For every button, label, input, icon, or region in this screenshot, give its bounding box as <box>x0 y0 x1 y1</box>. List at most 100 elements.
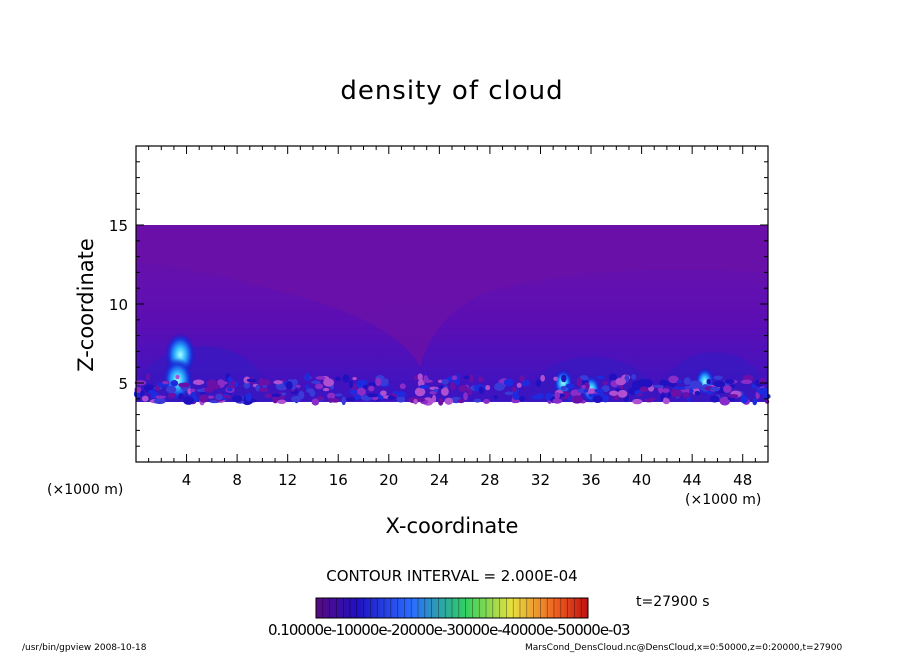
noise-blob <box>432 394 437 403</box>
noise-blob <box>271 393 282 398</box>
noise-blob <box>594 389 605 394</box>
noise-blob <box>281 392 287 396</box>
noise-blob <box>314 383 324 390</box>
noise-blob <box>519 396 526 402</box>
noise-blob <box>478 386 485 394</box>
noise-blob <box>311 380 321 384</box>
noise-blob <box>463 375 470 380</box>
noise-blob <box>417 373 423 381</box>
noise-blob <box>399 383 406 390</box>
noise-blob <box>682 391 690 399</box>
noise-blob <box>192 379 205 385</box>
x-tick-label: 20 <box>379 471 398 489</box>
noise-blob <box>504 391 514 396</box>
cloud-base-noise <box>133 372 771 406</box>
noise-blob <box>483 398 490 404</box>
noise-blob <box>553 376 559 381</box>
noise-blob <box>245 392 252 402</box>
noise-blob <box>731 384 736 388</box>
noise-blob <box>352 376 357 381</box>
colorbar-tick-labels: 0.10000e-10000e-20000e-30000e-40000e-500… <box>268 621 631 639</box>
noise-blob <box>713 375 723 380</box>
noise-blob <box>670 388 683 398</box>
y-tick-label: 15 <box>109 217 128 235</box>
noise-blob <box>618 384 624 390</box>
noise-blob <box>341 396 346 406</box>
noise-blob <box>418 384 430 389</box>
noise-blob <box>637 393 643 397</box>
noise-blob <box>668 375 679 384</box>
noise-blob <box>175 374 180 380</box>
noise-blob <box>608 373 617 381</box>
noise-blob <box>469 374 474 383</box>
noise-blob <box>215 393 223 401</box>
noise-blob <box>353 393 361 401</box>
x-tick-label: 16 <box>329 471 348 489</box>
noise-blob <box>368 385 375 392</box>
noise-blob <box>493 395 498 400</box>
noise-blob <box>167 392 176 399</box>
noise-blob <box>615 377 627 386</box>
noise-blob <box>295 384 301 388</box>
noise-blob <box>511 386 517 393</box>
x-tick-label: 12 <box>278 471 297 489</box>
noise-blob <box>438 397 444 406</box>
noise-blob <box>413 398 418 405</box>
x-axis-unit-right: (×1000 m) <box>685 492 762 508</box>
noise-blob <box>609 390 619 396</box>
noise-blob <box>311 398 320 406</box>
noise-blob <box>414 387 426 397</box>
chart-title: density of cloud <box>340 76 564 106</box>
noise-blob <box>587 389 595 394</box>
noise-blob <box>348 380 354 389</box>
noise-blob <box>230 380 236 386</box>
noise-blob <box>709 395 720 403</box>
y-axis-label: Z-coordinate <box>74 238 98 372</box>
noise-blob <box>366 393 379 398</box>
noise-blob <box>346 397 356 402</box>
noise-blob <box>327 392 336 400</box>
noise-blob <box>719 396 731 406</box>
noise-blob <box>348 389 358 395</box>
noise-blob <box>290 395 302 403</box>
noise-blob <box>438 385 444 389</box>
noise-blob <box>330 398 340 403</box>
noise-blob <box>183 396 195 405</box>
noise-blob <box>667 392 672 398</box>
noise-blob <box>285 381 293 390</box>
noise-blob <box>423 375 428 382</box>
noise-blob <box>752 398 758 406</box>
noise-blob <box>663 397 668 403</box>
noise-blob <box>147 389 157 394</box>
noise-blob <box>659 379 669 387</box>
footer-left: /usr/bin/gpview 2008-10-18 <box>22 643 147 653</box>
noise-blob <box>223 394 232 399</box>
noise-blob <box>740 379 753 384</box>
time-label: t=27900 s <box>636 594 710 610</box>
noise-blob <box>335 393 343 397</box>
noise-blob <box>632 398 643 405</box>
x-tick-label: 48 <box>733 471 752 489</box>
noise-blob <box>322 387 330 392</box>
noise-blob <box>342 374 350 383</box>
noise-blob <box>233 395 241 401</box>
noise-blob <box>396 391 406 398</box>
y-tick-label: 5 <box>118 375 128 393</box>
noise-blob <box>617 389 628 398</box>
noise-blob <box>662 388 670 393</box>
noise-blob <box>545 392 553 399</box>
noise-blob <box>226 387 233 392</box>
noise-blob <box>444 397 453 405</box>
noise-blob <box>277 399 287 404</box>
noise-blob <box>380 390 387 396</box>
noise-blob <box>552 398 563 404</box>
noise-blob <box>199 394 209 403</box>
noise-blob <box>554 392 560 400</box>
noise-blob <box>494 382 505 391</box>
noise-blob <box>315 376 326 380</box>
x-tick-label: 32 <box>531 471 550 489</box>
noise-blob <box>602 381 609 386</box>
noise-blob <box>463 392 468 401</box>
noise-blob <box>706 378 712 385</box>
noise-blob <box>450 381 456 391</box>
